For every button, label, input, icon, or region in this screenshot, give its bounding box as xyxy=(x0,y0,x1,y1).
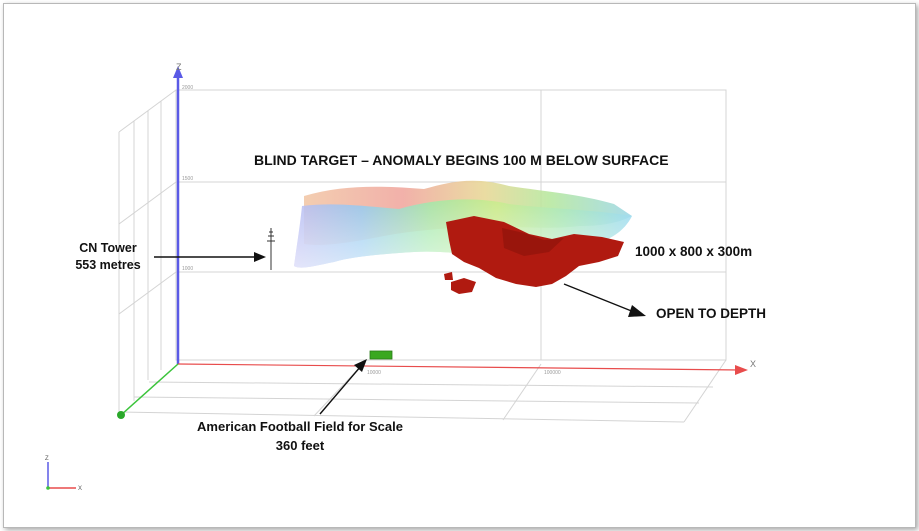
cn-tower-label: CN Tower 553 metres xyxy=(66,240,150,274)
football-arrow xyxy=(319,365,362,415)
cn-tower-name: CN Tower xyxy=(79,241,137,255)
football-field-length: 360 feet xyxy=(275,438,325,453)
x-axis-arrow xyxy=(735,365,748,375)
grid-box xyxy=(118,89,727,423)
y-axis xyxy=(120,363,179,416)
cn-tower-icon xyxy=(267,228,275,270)
origin-marker xyxy=(117,411,125,419)
z-axis-letter: Z xyxy=(176,62,182,72)
z-tick: 2000 xyxy=(182,85,193,91)
x-axis-letter: X xyxy=(750,359,756,369)
3d-scene: Z X 2000 1500 1000 10000 100000 Z X xyxy=(45,62,756,492)
football-field-label: American Football Field for Scale 360 fe… xyxy=(160,417,440,455)
x-tick: 100000 xyxy=(544,370,561,376)
anomaly-dimensions-label: 1000 x 800 x 300m xyxy=(635,244,753,259)
z-axis-arrow xyxy=(173,66,183,78)
open-to-depth-arrow xyxy=(563,283,635,313)
anomaly-body xyxy=(444,216,624,294)
x-tick: 10000 xyxy=(367,370,381,376)
svg-text:X: X xyxy=(78,486,82,492)
figure-frame: Z X 2000 1500 1000 10000 100000 Z X BLIN… xyxy=(3,3,916,528)
orientation-triad: Z X xyxy=(45,456,82,492)
diagram-title: BLIND TARGET – ANOMALY BEGINS 100 M BELO… xyxy=(254,152,669,168)
open-to-depth-label: OPEN TO DEPTH xyxy=(656,306,767,321)
svg-text:Z: Z xyxy=(45,456,49,462)
football-field-caption: American Football Field for Scale xyxy=(197,419,403,434)
z-tick: 1500 xyxy=(182,176,193,182)
callout-arrows xyxy=(154,252,646,415)
cn-tower-height: 553 metres xyxy=(75,258,141,272)
football-field-icon xyxy=(369,350,393,360)
axes xyxy=(117,66,748,419)
z-tick: 1000 xyxy=(182,266,193,272)
x-axis xyxy=(177,363,741,371)
